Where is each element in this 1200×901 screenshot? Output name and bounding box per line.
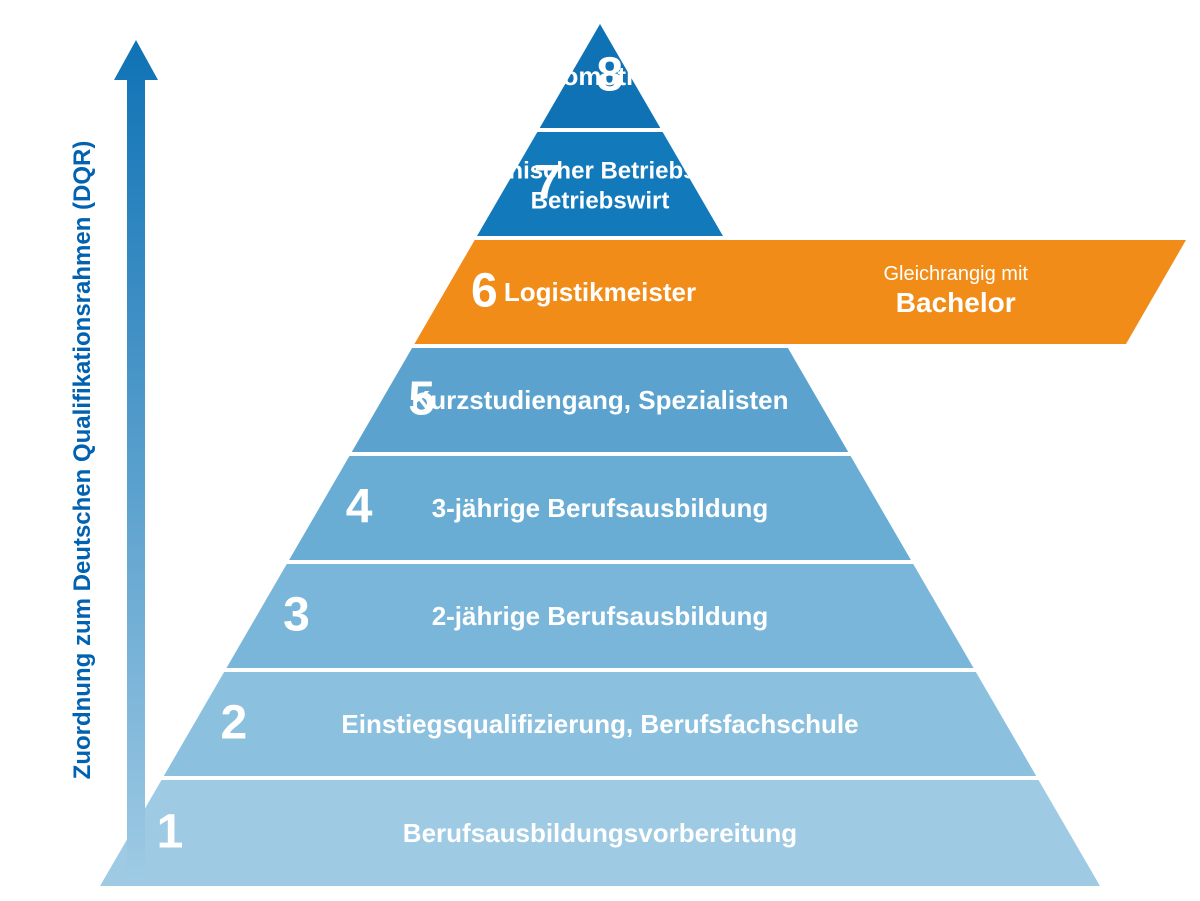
level-4-label: 3-jährige Berufsausbildung [432, 493, 769, 523]
level-6-number: 6 [471, 265, 498, 318]
level-2-number: 2 [220, 697, 247, 750]
annex-line1: Gleichrangig mit [883, 263, 1028, 285]
level-3-label: 2-jährige Berufsausbildung [432, 601, 769, 631]
level-7-label-line1: Technischer Betriebswirt, [454, 157, 746, 184]
level-8-label: Promotion [535, 61, 665, 91]
level-1-label: Berufsausbildungsvorbereitung [403, 818, 797, 848]
level-4-number: 4 [346, 481, 373, 534]
pyramid-levels: 8Promotion7Technischer Betriebswirt,Betr… [100, 24, 1186, 886]
level-1-number: 1 [157, 806, 184, 859]
side-arrow: Zuordnung zum Deutschen Qualifikationsra… [69, 40, 158, 880]
dqr-pyramid: 8Promotion7Technischer Betriebswirt,Betr… [0, 0, 1200, 901]
annex-line2: Bachelor [896, 287, 1016, 318]
level-2-label: Einstiegsqualifizierung, Berufsfachschul… [341, 709, 858, 739]
arrow-shape [114, 40, 158, 880]
level-3-number: 3 [283, 589, 310, 642]
level-7-label-line2: Betriebswirt [531, 187, 670, 214]
level-5-label: Kurzstudiengang, Spezialisten [411, 385, 788, 415]
arrow-label: Zuordnung zum Deutschen Qualifikationsra… [69, 141, 96, 780]
level-6-label: Logistikmeister [504, 277, 696, 307]
